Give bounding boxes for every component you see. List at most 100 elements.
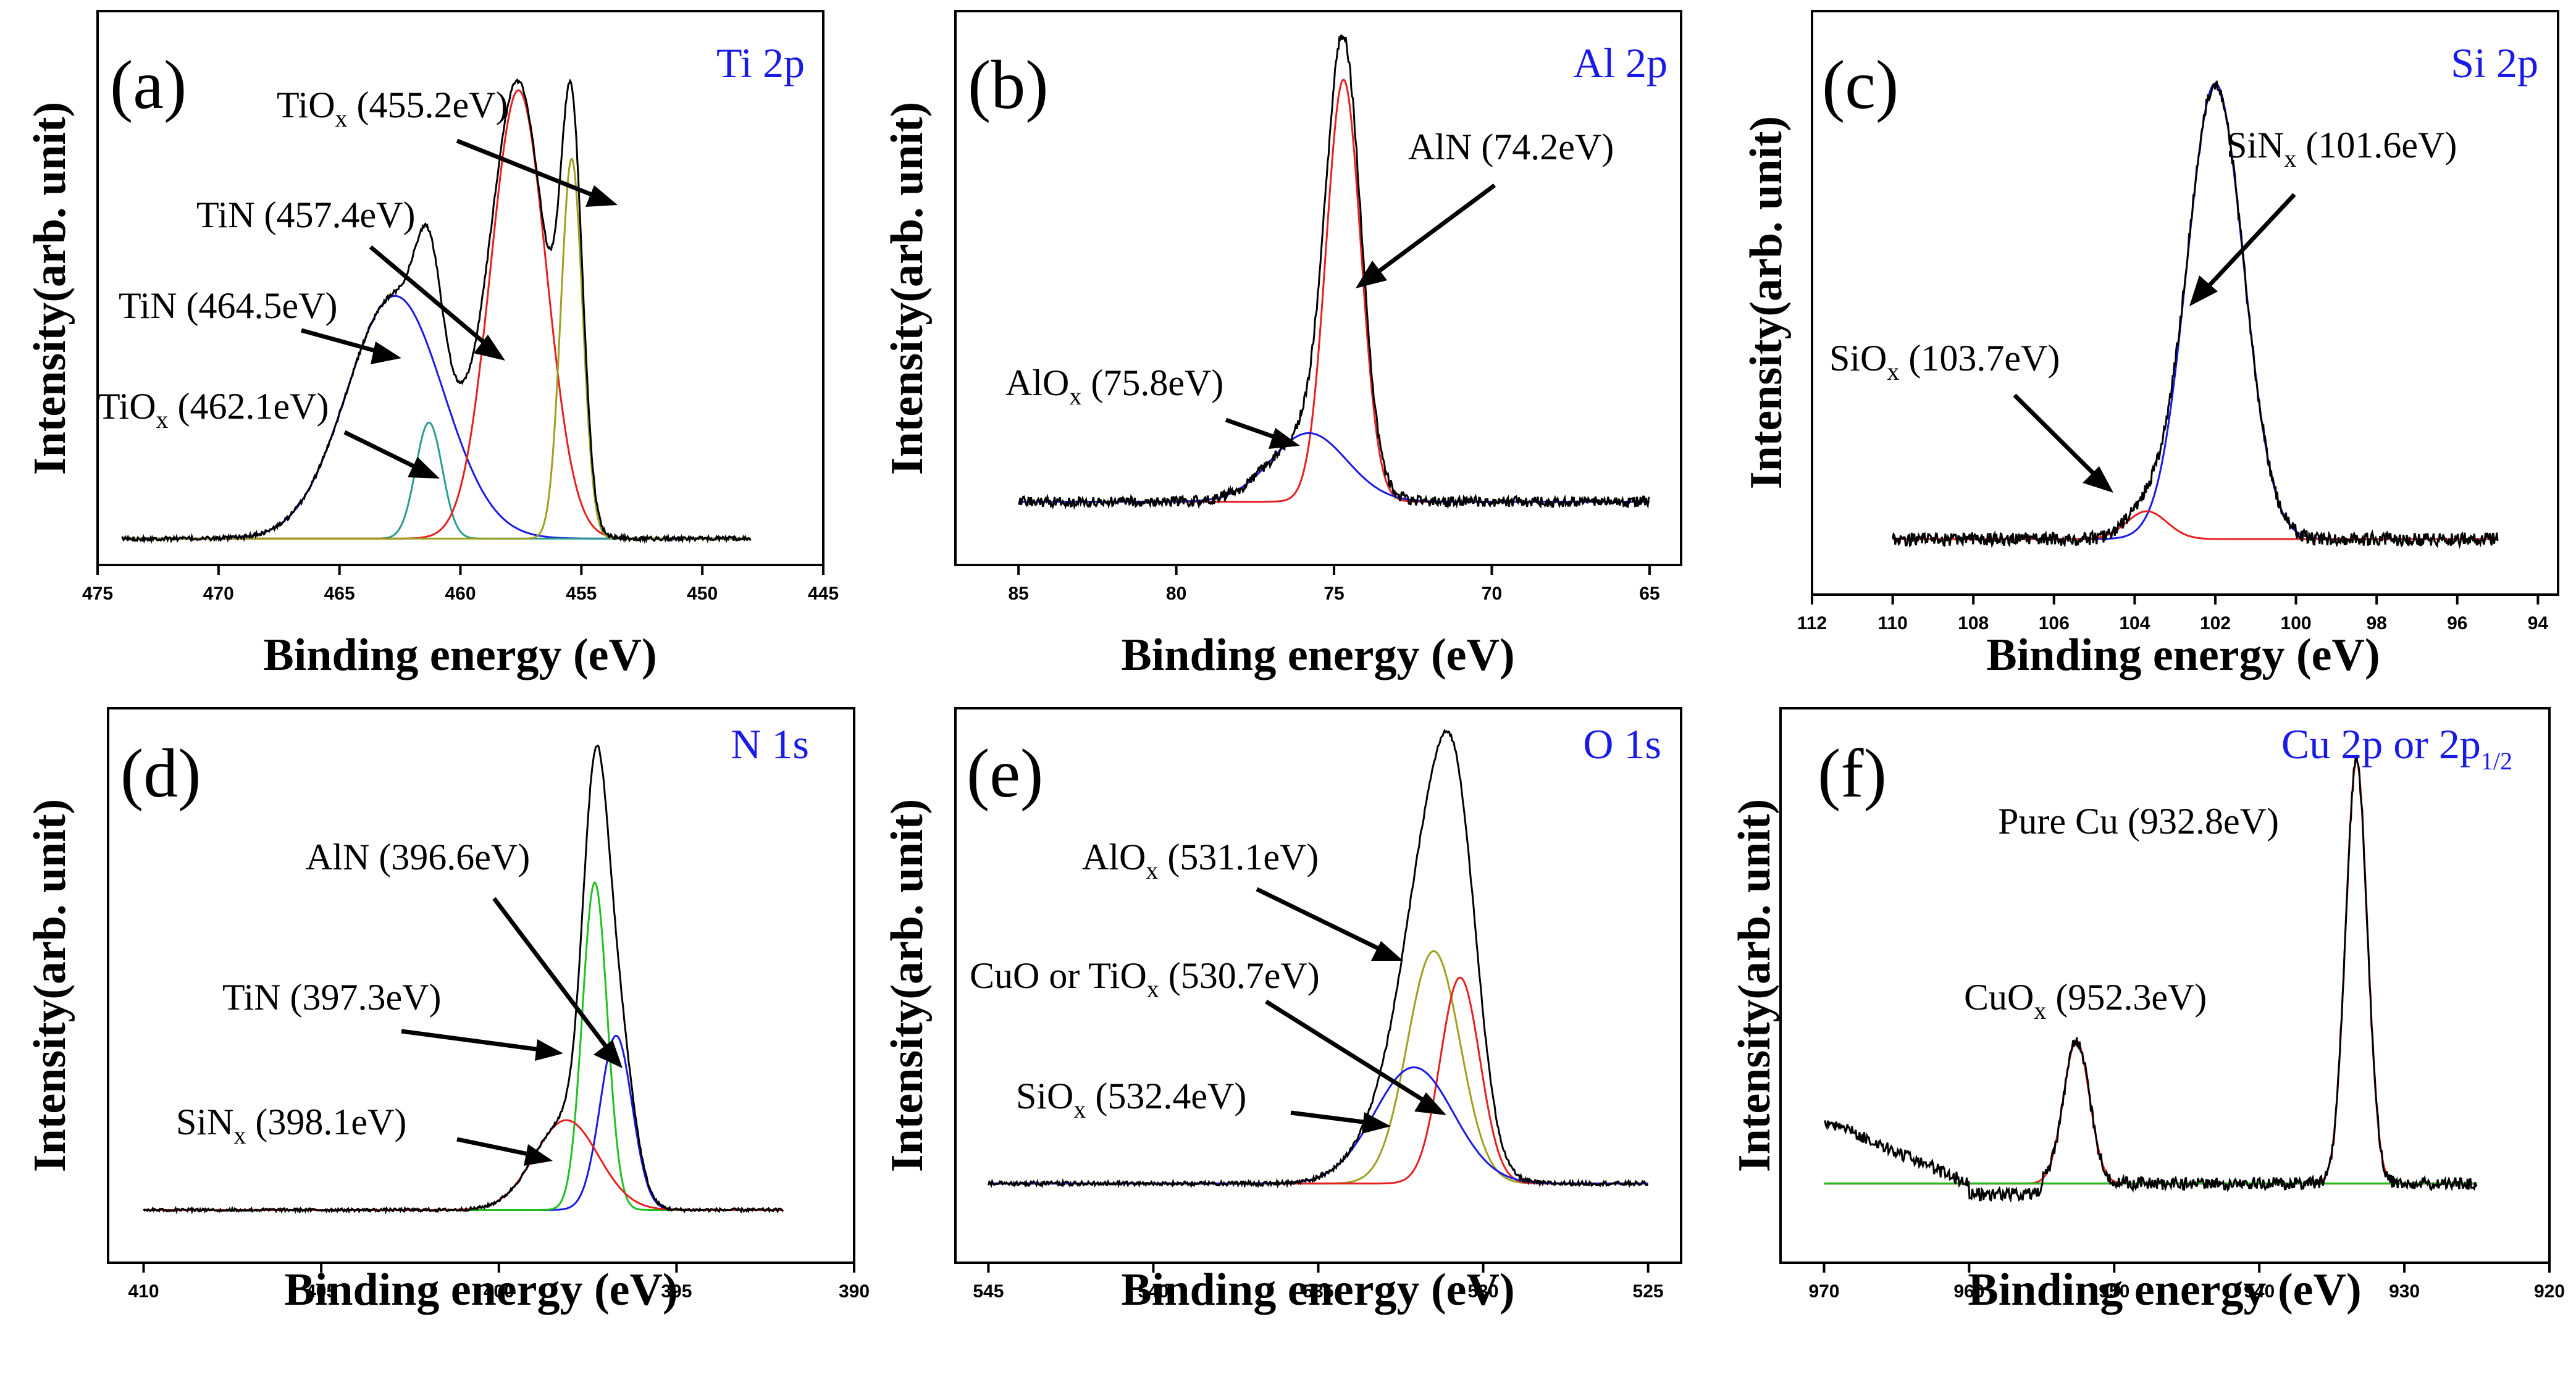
panel-e-anno-cuo-530: CuO or TiOx (530.7eV) xyxy=(970,955,1320,1003)
panel-a-title: Ti 2p xyxy=(716,40,805,86)
x-tick-label: 106 xyxy=(2039,613,2070,634)
panel-d-arrow-2 xyxy=(401,1029,541,1052)
panel-d-arrow-1 xyxy=(492,897,610,1052)
panel-b-anno-aln-74: AlN (74.2eV) xyxy=(1408,127,1614,167)
x-tick-label: 460 xyxy=(445,584,476,604)
panel-e-xlabel: Binding energy (eV) xyxy=(1121,1265,1514,1315)
x-tick-label: 400 xyxy=(484,1281,514,1302)
x-tick-label: 80 xyxy=(1166,584,1186,604)
x-tick-label: 465 xyxy=(324,584,355,604)
x-tick-label: 540 xyxy=(1138,1281,1168,1302)
raw-spectrum xyxy=(1018,34,1650,511)
panel-b-curves xyxy=(1018,34,1650,511)
panel-d-letter: (d) xyxy=(120,735,201,812)
x-tick-label: 75 xyxy=(1324,584,1344,604)
panel-e-ylabel: Intensity(arb. unit) xyxy=(882,799,933,1172)
panel-d-arrowhead-1 xyxy=(594,1040,623,1068)
panel-c-curves xyxy=(1892,80,2499,550)
panel-e-letter: (e) xyxy=(967,735,1043,812)
panel-c-arrowhead-2 xyxy=(2083,466,2113,493)
raw-spectrum xyxy=(121,78,752,545)
panel-a-arrow-4 xyxy=(343,430,421,472)
panel-a-curves xyxy=(121,78,752,545)
raw-spectrum xyxy=(1824,754,2478,1203)
panel-d-title: N 1s xyxy=(731,721,809,768)
fit-peak-2 xyxy=(1018,432,1650,503)
panel-a-anno-tin-457: TiN (457.4eV) xyxy=(196,195,415,235)
panel-f: 970 960 950 940 930 920 (f) Cu 2p or 2p1/2 Bi… xyxy=(1729,707,2565,1315)
panel-f-ticks: 970 960 950 940 930 920 xyxy=(1808,1263,2565,1302)
panel-b-anno-alox-75: AlOx (75.8eV) xyxy=(1005,362,1223,410)
panel-a: 475 470 465 460 455 450 445 (a) Ti 2p Binding … xyxy=(25,10,839,680)
panel-c-frame xyxy=(1811,10,2559,596)
x-tick-label: 98 xyxy=(2366,613,2386,634)
x-tick-label: 455 xyxy=(566,584,597,604)
panel-c-anno-sinx-101: SiNx (101.6eV) xyxy=(2226,125,2457,172)
x-tick-label: 405 xyxy=(306,1281,337,1302)
panel-d-ylabel: Intensity(arb. unit) xyxy=(25,799,75,1172)
panel-e-arrow-1 xyxy=(1256,887,1385,953)
panel-a-arrowhead-1 xyxy=(585,185,618,207)
panel-d-curves xyxy=(143,744,784,1215)
x-tick-label: 950 xyxy=(2099,1281,2129,1302)
panel-c-ticks: 112 110 108 106 104 102 100 98 96 94 xyxy=(1797,595,2549,634)
panel-f-anno-cuox: CuOx (952.3eV) xyxy=(1964,977,2207,1024)
panel-a-anno-tiox-455: TiOx (455.2eV) xyxy=(277,85,508,132)
panel-b-letter: (b) xyxy=(968,47,1049,123)
fit-peak-2 xyxy=(143,881,783,1211)
panel-d-arrowhead-3 xyxy=(524,1144,553,1166)
panel-e-arrowhead-1 xyxy=(1371,941,1403,961)
x-tick-label: 112 xyxy=(1797,613,1827,634)
panel-f-curves xyxy=(1824,754,2478,1203)
panel-b-xlabel: Binding energy (eV) xyxy=(1121,630,1514,680)
x-tick-label: 470 xyxy=(203,584,234,604)
x-tick-label: 104 xyxy=(2119,613,2150,634)
panel-c-arrowhead-1 xyxy=(2189,275,2218,306)
panel-b-frame xyxy=(954,10,1682,566)
panel-d-anno-tin-397: TiN (397.3eV) xyxy=(222,977,441,1018)
panel-f-xlabel: Binding energy (eV) xyxy=(1968,1265,2361,1315)
x-tick-label: 395 xyxy=(661,1281,692,1302)
panel-f-frame xyxy=(1779,707,2551,1264)
panel-a-ticks: 475 470 465 460 455 450 445 xyxy=(82,565,839,604)
panel-e-curves xyxy=(987,729,1648,1189)
panel-c-xlabel: Binding energy (eV) xyxy=(1986,630,2380,680)
x-tick-label: 94 xyxy=(2528,613,2549,634)
panel-b-arrowhead-1 xyxy=(1356,261,1387,288)
x-tick-label: 100 xyxy=(2281,613,2312,634)
x-tick-label: 530 xyxy=(1468,1281,1499,1302)
x-tick-label: 85 xyxy=(1008,584,1028,604)
x-tick-label: 920 xyxy=(2534,1281,2565,1302)
x-tick-label: 65 xyxy=(1639,584,1659,604)
panel-a-arrowhead-3 xyxy=(371,341,401,364)
raw-spectrum xyxy=(143,744,784,1215)
panel-c-anno-siox-103: SiOx (103.7eV) xyxy=(1829,338,2060,385)
panel-a-anno-tin-464: TiN (464.5eV) xyxy=(119,285,337,326)
panel-a-letter: (a) xyxy=(110,47,187,123)
panel-a-anno-tiox-462: TiOx (462.1eV) xyxy=(98,386,329,433)
panel-b-arrow-1 xyxy=(1372,183,1496,277)
panel-a-arrow-1 xyxy=(456,138,600,200)
panel-a-arrow-3 xyxy=(301,328,380,354)
x-tick-label: 102 xyxy=(2200,613,2231,634)
panel-c-arrow-2 xyxy=(2013,393,2099,479)
panel-d-ticks: 410 405 400 395 390 xyxy=(128,1263,870,1302)
x-tick-label: 545 xyxy=(973,1281,1004,1302)
panel-e-arrow-3 xyxy=(1290,1110,1369,1125)
x-tick-label: 108 xyxy=(1958,613,1989,634)
panel-f-title: Cu 2p or 2p1/2 xyxy=(2281,721,2512,775)
panel-e-anno-alox-531: AlOx (531.1eV) xyxy=(1082,837,1319,884)
panel-b-arrowhead-2 xyxy=(1269,428,1300,449)
x-tick-label: 390 xyxy=(839,1281,870,1302)
panel-c-title: Si 2p xyxy=(2451,40,2538,86)
panel-b-arrow-2 xyxy=(1225,417,1280,441)
panel-c-letter: (c) xyxy=(1822,47,1898,123)
panel-d-anno-aln-396: AlN (396.6eV) xyxy=(306,837,530,877)
panel-c-arrow-1 xyxy=(2203,193,2296,292)
x-tick-label: 410 xyxy=(128,1281,159,1302)
panel-e-arrow-2 xyxy=(1265,1000,1428,1104)
panel-d-arrow-3 xyxy=(456,1137,532,1157)
fit-peak-2 xyxy=(122,421,751,540)
panel-e-ticks: 545 540 535 530 525 xyxy=(973,1263,1664,1302)
